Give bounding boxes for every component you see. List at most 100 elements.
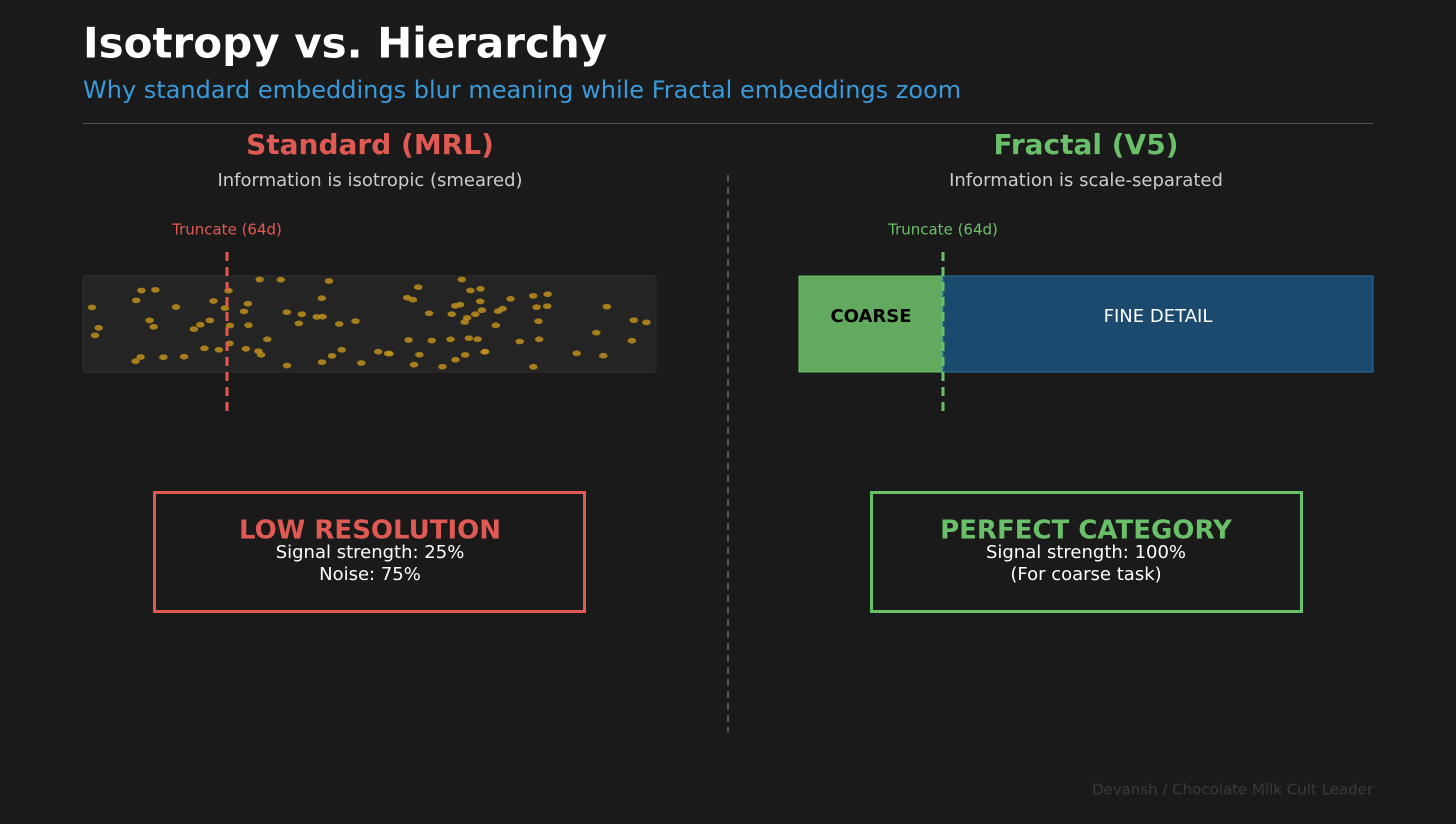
noise-dot [591,329,601,336]
credit: Devansh / Chocolate Milk Cult Leader [1092,781,1374,799]
noise-dot [528,292,538,299]
noise-dot [627,337,637,344]
panel-caption: Information is isotropic (smeared) [217,170,522,191]
noise-dot [572,350,582,357]
noise-dot [297,311,307,318]
noise-dot [424,310,434,317]
noise-dot [402,294,412,301]
panel-caption: Information is scale-separated [949,170,1223,191]
noise-dot [506,295,515,302]
noise-dot [464,335,474,342]
noise-dot [356,360,366,366]
noise-dot [136,354,145,360]
noise-dot [415,351,424,358]
result-box [153,491,586,613]
noise-dot [294,320,304,327]
noise-dot [477,307,487,314]
noise-dot [205,317,215,324]
cut-label: Truncate (64d) [171,221,282,239]
noise-dot [209,298,218,304]
noise-dot [200,345,209,352]
noise-dot [460,351,470,358]
noise-dot [446,336,455,343]
result-line: Signal strength: 25% [276,542,465,563]
noise-dot [334,321,344,327]
title: Isotropy vs. Hierarchy [83,19,607,68]
noise-dot [373,348,383,355]
noise-dot [515,338,525,345]
noise-dot [466,287,475,294]
noise-dot [351,318,360,324]
panel-title: Standard (MRL) [246,128,494,161]
fine-segment [942,275,1374,373]
noise-dot [317,359,327,365]
noise-dot [159,354,168,360]
noise-dot [179,353,189,360]
noise-dot [327,352,337,359]
noise-dot [475,298,485,305]
noise-dot [462,314,472,321]
noise-dot [532,304,541,310]
noise-dot [243,300,253,307]
noise-dot [312,313,322,320]
noise-dot [602,303,612,310]
noise-dot [171,304,181,310]
cut-label: Truncate (64d) [887,221,998,239]
noise-dot [151,286,160,293]
noise-dot [457,276,467,283]
noise-dot [189,326,199,332]
result-line: Noise: 75% [319,564,421,585]
noise-dots [87,276,651,370]
noise-dot [255,276,265,283]
noise-dot [131,358,140,365]
noise-dot [598,352,608,359]
noise-dot [534,336,544,343]
noise-dot [491,322,501,329]
noise-dot [470,311,480,318]
result-line: (For coarse task) [1010,564,1161,585]
noise-dot [239,308,249,315]
noise-dot [493,308,503,315]
noise-dot [642,319,651,326]
noise-dot [451,356,460,363]
noise-dot [385,350,394,357]
noise-dot [629,317,639,323]
noise-dot [244,322,253,328]
noise-dot [404,337,413,343]
noise-dot [480,348,490,355]
noise-dot [447,311,457,317]
noise-dot [149,323,158,330]
noise-dot [90,332,100,339]
panel-title: Fractal (V5) [993,128,1178,161]
noise-dot [254,348,263,354]
noise-dot [276,276,286,283]
noise-dot [87,304,97,311]
noise-dot [324,278,334,284]
noise-dot [337,346,347,353]
noise-dot [413,284,423,290]
noise-dot [427,337,437,344]
noise-dot [196,321,205,328]
noise-dot [534,318,543,325]
result-title: PERFECT CATEGORY [940,516,1233,546]
noise-dot [455,301,465,308]
noise-dot [476,285,485,292]
noise-dot [241,345,251,352]
noise-dot [282,309,292,315]
noise-dot [131,297,141,304]
noise-dot [220,305,230,311]
vector-strip [82,275,657,373]
noise-dot [542,303,552,309]
noise-dot [214,346,224,353]
noise-dot [94,324,103,331]
coarse-segment [798,275,944,373]
noise-dot [409,361,419,368]
result-box [870,491,1303,613]
segment-label: COARSE [830,306,911,327]
noise-dot [529,363,538,370]
noise-dot [543,291,553,298]
noise-dot [317,295,327,302]
result-line: Signal strength: 100% [986,542,1186,563]
